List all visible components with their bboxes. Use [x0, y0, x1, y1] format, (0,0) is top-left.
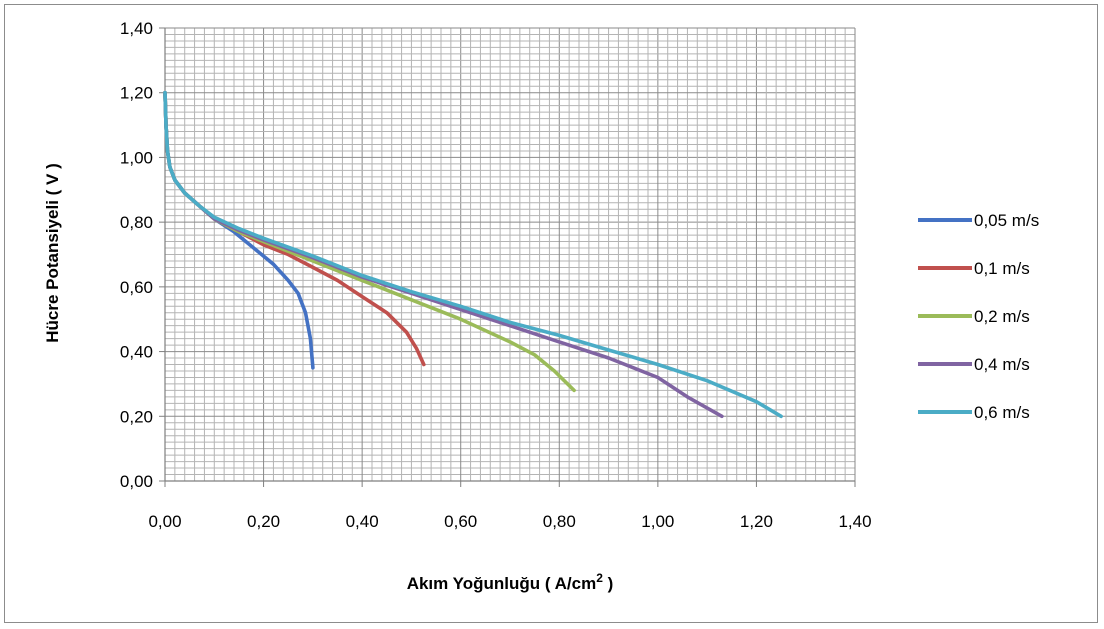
y-tick-labels: 0,00 0,20 0,40 0,60 0,80 1,00 1,20 1,40 [120, 19, 165, 491]
y-tick-label: 0,20 [120, 407, 153, 426]
grid [164, 27, 856, 482]
y-tick-label: 0,00 [120, 472, 153, 491]
legend-label-3: 0,2 m/s [974, 307, 1030, 326]
x-tick-label: 0,80 [543, 512, 576, 531]
x-tick-label: 0,60 [444, 512, 477, 531]
y-tick-label: 0,80 [120, 213, 153, 232]
x-tick-label: 1,20 [740, 512, 773, 531]
x-axis-title-end: ) [603, 574, 613, 593]
y-tick-label: 1,00 [120, 148, 153, 167]
y-tick-label: 1,20 [120, 84, 153, 103]
x-tick-label: 0,00 [148, 512, 181, 531]
x-axis-title-superscript: 2 [596, 571, 603, 585]
series-line-5 [163, 90, 783, 419]
x-tick-label: 1,40 [838, 512, 871, 531]
y-tick-label: 0,60 [120, 278, 153, 297]
x-tick-labels: 0,00 0,20 0,40 0,60 0,80 1,00 1,20 1,40 [148, 481, 872, 531]
x-tick-label: 0,40 [346, 512, 379, 531]
legend: 0,05 m/s 0,1 m/s 0,2 m/s 0,4 m/s 0,6 m/s [918, 211, 1039, 422]
y-tick-label: 0,40 [120, 343, 153, 362]
legend-label-2: 0,1 m/s [974, 259, 1030, 278]
series-lines [163, 90, 783, 419]
x-tick-label: 0,20 [247, 512, 280, 531]
chart-frame [4, 4, 1098, 623]
y-axis-title: Hücre Potansiyeli ( V ) [43, 163, 62, 343]
legend-label-1: 0,05 m/s [974, 211, 1039, 230]
x-axis-title-main: Akım Yoğunluğu ( A/cm [407, 574, 597, 593]
legend-label-5: 0,6 m/s [974, 403, 1030, 422]
y-tick-label: 1,40 [120, 19, 153, 38]
legend-label-4: 0,4 m/s [974, 355, 1030, 374]
x-tick-label: 1,00 [641, 512, 674, 531]
x-axis-title: Akım Yoğunluğu ( A/cm2 ) [407, 571, 614, 593]
